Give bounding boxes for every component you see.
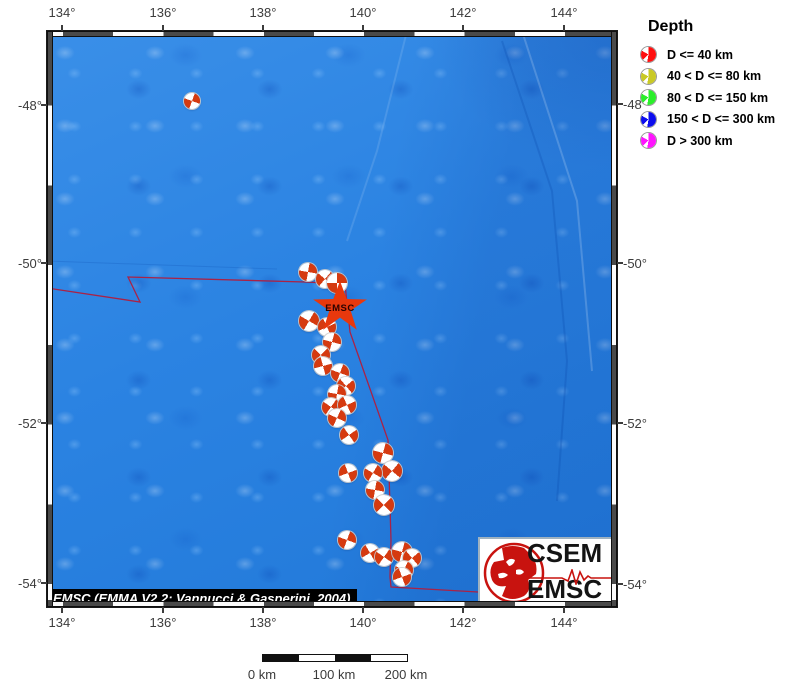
- lat-label-left: -54°: [18, 576, 42, 591]
- lat-label-left: -50°: [18, 256, 42, 271]
- legend-item-label: 80 < D <= 150 km: [667, 90, 769, 105]
- lon-label-top: 138°: [249, 5, 277, 20]
- lon-label-bottom: 134°: [48, 615, 76, 630]
- scale-bar-label: 200 km: [384, 667, 428, 682]
- focal-mechanism-ball: [323, 333, 341, 351]
- lat-label-right: -54°: [623, 577, 647, 592]
- focal-mechanism-ball: [338, 531, 356, 549]
- lat-tick-left: [41, 262, 47, 264]
- focal-mechanism-ball: [338, 396, 356, 414]
- lon-tick-bottom: [563, 607, 565, 613]
- lon-label-bottom: 140°: [349, 615, 377, 630]
- focal-mechanism-ball: [299, 263, 317, 281]
- lon-label-top: 140°: [349, 5, 377, 20]
- lon-tick-bottom: [61, 607, 63, 613]
- lon-tick-top: [61, 25, 63, 31]
- focal-mechanism-ball: [314, 357, 332, 375]
- lat-tick-right: [617, 262, 623, 264]
- legend-item: D <= 40 km: [640, 44, 790, 66]
- focal-mechanism-ball: [382, 461, 402, 481]
- bathymetry-map: EMSC EMSC (EMMA V2.2; Vannucci & Gasperi…: [46, 30, 618, 608]
- focal-mechanism-ball: [366, 481, 384, 499]
- lon-label-bottom: 136°: [149, 615, 177, 630]
- lon-label-top: 136°: [149, 5, 177, 20]
- lon-label-top: 142°: [449, 5, 477, 20]
- map-frame-bottom: [47, 601, 617, 607]
- focal-mechanism-ball: [184, 93, 200, 109]
- legend-beachball-icon: [641, 90, 656, 106]
- lon-label-top: 144°: [550, 5, 578, 20]
- lat-tick-left: [41, 104, 47, 106]
- csem-emsc-logo: CSEM EMSC: [478, 537, 615, 605]
- legend-title: Depth: [648, 18, 694, 35]
- legend-item-label: D <= 40 km: [667, 47, 734, 62]
- legend-item: 80 < D <= 150 km: [640, 87, 790, 109]
- focal-mechanism-ball: [364, 464, 382, 482]
- logo-line1: CSEM: [527, 538, 603, 568]
- focal-mechanism-ball: [299, 311, 319, 331]
- focal-mechanism-ball: [393, 568, 411, 586]
- focal-mechanism-ball: [339, 464, 357, 482]
- lon-tick-top: [462, 25, 464, 31]
- legend-item-label: 40 < D <= 80 km: [667, 69, 762, 84]
- legend-item: 40 < D <= 80 km: [640, 66, 790, 88]
- seafloor-texture-lines: [47, 31, 593, 502]
- scale-bar-segment: [299, 655, 335, 661]
- lon-tick-bottom: [362, 607, 364, 613]
- legend-item-label: 150 < D <= 300 km: [667, 112, 776, 127]
- seismogram-icon: [528, 569, 614, 585]
- lat-label-left: -52°: [18, 416, 42, 431]
- focal-mechanism-ball: [328, 409, 346, 427]
- star-label: EMSC: [325, 303, 355, 314]
- focal-mechanism-ball: [374, 495, 394, 515]
- map-frame-left: [47, 31, 53, 607]
- map-frame-right: [611, 31, 617, 607]
- focal-mechanism-ball: [373, 443, 393, 463]
- lon-tick-top: [563, 25, 565, 31]
- logo-line2: EMSC: [527, 574, 603, 604]
- map-frame-top: [47, 31, 617, 37]
- scale-bar-segment: [335, 655, 371, 661]
- focal-mechanism-ball: [375, 548, 393, 566]
- legend-beachball-icon: [641, 111, 656, 127]
- lon-tick-bottom: [462, 607, 464, 613]
- legend-beachball-icon: [641, 133, 656, 149]
- lon-label-bottom: 144°: [550, 615, 578, 630]
- legend-beachball-icon: [641, 47, 656, 63]
- lat-tick-left: [41, 422, 47, 424]
- depth-legend-items: D <= 40 km 40 < D <= 80 km 80 < D <= 150 k…: [640, 44, 790, 152]
- lon-tick-bottom: [262, 607, 264, 613]
- legend-beachball-icon: [641, 68, 656, 84]
- legend-item-label: D > 300 km: [667, 133, 733, 148]
- lat-tick-right: [617, 583, 623, 585]
- lon-label-bottom: 138°: [249, 615, 277, 630]
- scale-bar-label: 100 km: [312, 667, 356, 682]
- scale-bar-segment: [371, 655, 407, 661]
- lat-tick-right: [617, 103, 623, 105]
- legend-item: 150 < D <= 300 km: [640, 109, 790, 131]
- lat-label-left: -48°: [18, 98, 42, 113]
- lon-tick-bottom: [162, 607, 164, 613]
- lon-label-bottom: 142°: [449, 615, 477, 630]
- lon-tick-top: [162, 25, 164, 31]
- legend-item: D > 300 km: [640, 130, 790, 152]
- scale-bar-label: 0 km: [247, 667, 277, 682]
- lat-label-right: -52°: [623, 416, 647, 431]
- lat-tick-right: [617, 422, 623, 424]
- focal-mechanism-ball: [361, 544, 379, 562]
- scale-bar-segment: [263, 655, 299, 661]
- lat-label-right: -50°: [623, 256, 647, 271]
- scale-bar-segments: [262, 654, 408, 662]
- lat-tick-left: [41, 582, 47, 584]
- globe-icon: [483, 542, 545, 604]
- focal-mechanism-ball: [340, 426, 358, 444]
- lon-label-top: 134°: [48, 5, 76, 20]
- depth-legend: Depth D <= 40 km 40 < D <= 80 km 80 < D <=…: [640, 18, 790, 152]
- lon-tick-top: [262, 25, 264, 31]
- lon-tick-top: [362, 25, 364, 31]
